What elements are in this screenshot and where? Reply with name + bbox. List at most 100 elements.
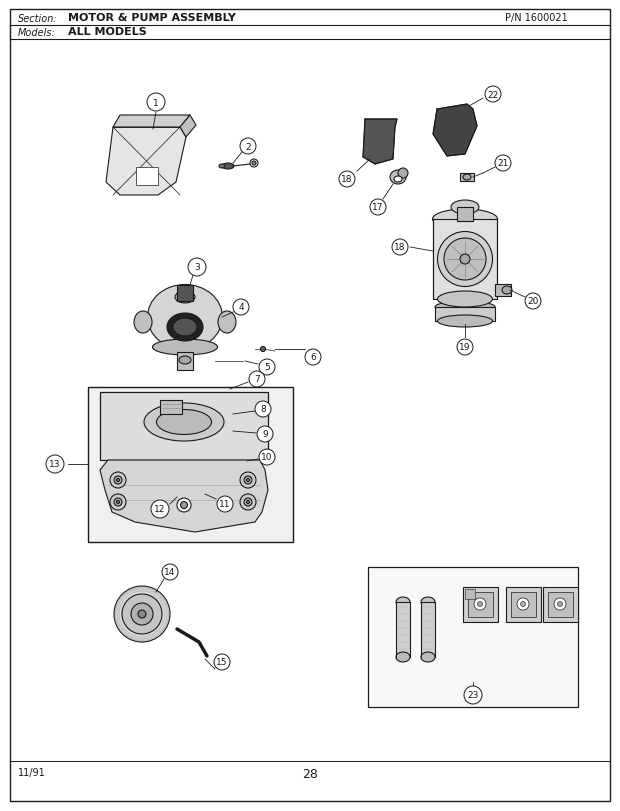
Ellipse shape [244, 476, 252, 484]
Text: 20: 20 [528, 297, 539, 306]
Ellipse shape [435, 302, 495, 314]
Text: 23: 23 [467, 691, 479, 700]
Ellipse shape [122, 594, 162, 634]
Text: 13: 13 [49, 460, 61, 469]
Circle shape [233, 299, 249, 315]
Text: 11: 11 [219, 500, 231, 508]
Text: Section:: Section: [18, 14, 58, 24]
Circle shape [151, 500, 169, 518]
Ellipse shape [148, 285, 223, 350]
Text: 10: 10 [261, 453, 273, 462]
Ellipse shape [240, 473, 256, 488]
Text: 18: 18 [394, 243, 405, 252]
Ellipse shape [222, 164, 234, 169]
Ellipse shape [114, 586, 170, 642]
Circle shape [525, 294, 541, 310]
Polygon shape [433, 105, 477, 157]
Ellipse shape [138, 610, 146, 618]
Text: Models:: Models: [18, 28, 56, 38]
Polygon shape [421, 603, 435, 657]
Text: 18: 18 [341, 175, 353, 184]
Ellipse shape [438, 315, 492, 328]
Ellipse shape [134, 311, 152, 333]
Ellipse shape [144, 404, 224, 441]
Bar [463, 587, 498, 622]
Ellipse shape [451, 201, 479, 215]
Polygon shape [180, 116, 196, 138]
Ellipse shape [557, 602, 562, 607]
Circle shape [257, 427, 273, 443]
Circle shape [162, 564, 178, 581]
Circle shape [259, 449, 275, 466]
Polygon shape [113, 116, 190, 128]
Circle shape [259, 359, 275, 375]
Ellipse shape [463, 175, 471, 181]
Circle shape [240, 139, 256, 155]
Bar [100, 393, 268, 461]
Circle shape [217, 496, 233, 513]
Ellipse shape [438, 292, 492, 307]
Ellipse shape [421, 597, 435, 607]
Ellipse shape [433, 210, 497, 230]
Ellipse shape [180, 502, 187, 508]
Circle shape [464, 686, 482, 704]
Ellipse shape [179, 357, 191, 365]
Ellipse shape [156, 410, 211, 435]
Bar [468, 592, 493, 617]
Ellipse shape [175, 292, 195, 303]
Ellipse shape [110, 473, 126, 488]
Ellipse shape [438, 232, 492, 287]
Polygon shape [435, 307, 495, 322]
Ellipse shape [474, 599, 486, 610]
Bar [136, 168, 158, 186]
Bar [543, 587, 578, 622]
Text: 15: 15 [216, 658, 228, 667]
Circle shape [457, 340, 473, 355]
Ellipse shape [114, 476, 122, 484]
Ellipse shape [173, 319, 197, 337]
Ellipse shape [502, 286, 512, 294]
Ellipse shape [394, 177, 402, 182]
Polygon shape [363, 120, 397, 165]
Text: 6: 6 [310, 353, 316, 362]
Ellipse shape [219, 165, 225, 169]
Text: 14: 14 [164, 568, 175, 577]
Circle shape [147, 94, 165, 112]
Text: 4: 4 [238, 303, 244, 312]
Ellipse shape [153, 340, 218, 355]
Circle shape [370, 200, 386, 216]
Text: ALL MODELS: ALL MODELS [68, 27, 147, 37]
Bar [506, 587, 541, 622]
Text: 12: 12 [154, 505, 166, 514]
Ellipse shape [131, 603, 153, 625]
Ellipse shape [167, 314, 203, 341]
Bar [177, 285, 193, 302]
Ellipse shape [114, 499, 122, 506]
Ellipse shape [117, 501, 120, 504]
Ellipse shape [444, 238, 486, 281]
Ellipse shape [177, 499, 191, 513]
Ellipse shape [252, 162, 256, 165]
Text: 8: 8 [260, 405, 266, 414]
Ellipse shape [247, 501, 249, 504]
Ellipse shape [250, 160, 258, 168]
Text: P/N 1600021: P/N 1600021 [505, 13, 568, 23]
Text: 9: 9 [262, 430, 268, 439]
Bar [460, 174, 474, 182]
Circle shape [255, 401, 271, 418]
Text: 5: 5 [264, 363, 270, 372]
Ellipse shape [396, 652, 410, 663]
Ellipse shape [554, 599, 566, 610]
Text: 22: 22 [487, 90, 498, 100]
Ellipse shape [460, 255, 470, 264]
Circle shape [305, 350, 321, 366]
Text: 7: 7 [254, 375, 260, 384]
Text: 3: 3 [194, 264, 200, 272]
Circle shape [214, 654, 230, 670]
Circle shape [485, 87, 501, 103]
Ellipse shape [477, 602, 482, 607]
Circle shape [495, 156, 511, 172]
Text: 19: 19 [459, 343, 471, 352]
Bar [368, 568, 578, 707]
Bar [511, 592, 536, 617]
